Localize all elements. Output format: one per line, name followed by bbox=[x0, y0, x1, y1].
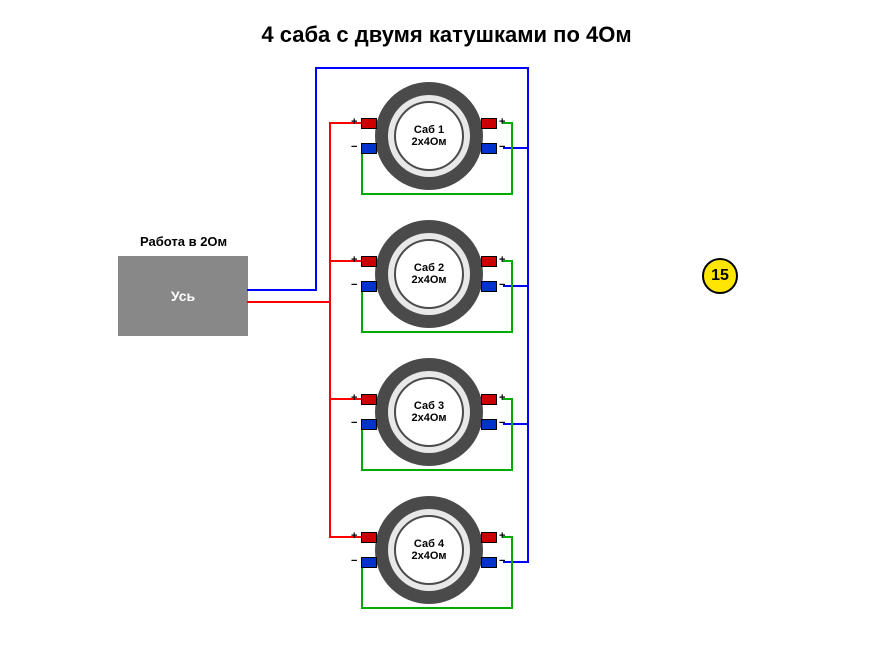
right-minus-terminal bbox=[481, 557, 497, 568]
left-plus-terminal bbox=[361, 256, 377, 267]
sub-impedance: 2x4Ом bbox=[411, 550, 446, 562]
right-minus-sign: − bbox=[499, 279, 505, 291]
left-plus-terminal bbox=[361, 118, 377, 129]
right-plus-terminal bbox=[481, 394, 497, 405]
badge-number: 15 bbox=[711, 267, 729, 285]
left-plus-terminal bbox=[361, 532, 377, 543]
right-minus-terminal bbox=[481, 419, 497, 430]
left-plus-terminal bbox=[361, 394, 377, 405]
right-minus-sign: − bbox=[499, 417, 505, 429]
right-minus-sign: − bbox=[499, 141, 505, 153]
right-plus-sign: + bbox=[499, 116, 505, 128]
amp-mode-label: Работа в 2Ом bbox=[140, 234, 227, 249]
left-minus-sign: − bbox=[351, 417, 357, 429]
left-minus-sign: − bbox=[351, 279, 357, 291]
amplifier-box-text: Усь bbox=[171, 288, 195, 304]
right-minus-terminal bbox=[481, 143, 497, 154]
subwoofer-4: Саб 42x4Ом+−+− bbox=[375, 496, 483, 604]
right-plus-sign: + bbox=[499, 530, 505, 542]
left-minus-terminal bbox=[361, 419, 377, 430]
sub-label: Саб 22x4Ом bbox=[411, 262, 446, 286]
right-minus-sign: − bbox=[499, 555, 505, 567]
left-minus-sign: − bbox=[351, 555, 357, 567]
right-plus-terminal bbox=[481, 532, 497, 543]
left-plus-sign: + bbox=[351, 116, 357, 128]
subwoofer-1: Саб 12x4Ом+−+− bbox=[375, 82, 483, 190]
sub-name: Саб 4 bbox=[414, 538, 444, 550]
sub-label: Саб 32x4Ом bbox=[411, 400, 446, 424]
sub-name: Саб 2 bbox=[414, 262, 444, 274]
left-minus-terminal bbox=[361, 143, 377, 154]
subwoofer-2: Саб 22x4Ом+−+− bbox=[375, 220, 483, 328]
diagram-number-badge: 15 bbox=[702, 258, 738, 294]
sub-impedance: 2x4Ом bbox=[411, 412, 446, 424]
sub-name: Саб 3 bbox=[414, 400, 444, 412]
sub-label: Саб 12x4Ом bbox=[411, 124, 446, 148]
left-minus-sign: − bbox=[351, 141, 357, 153]
sub-name: Саб 1 bbox=[414, 124, 444, 136]
diagram-canvas: 4 саба с двумя катушками по 4Ом Работа в… bbox=[0, 0, 893, 670]
amplifier-box: Усь bbox=[118, 256, 248, 336]
left-plus-sign: + bbox=[351, 254, 357, 266]
left-minus-terminal bbox=[361, 557, 377, 568]
diagram-title: 4 саба с двумя катушками по 4Ом bbox=[261, 22, 631, 48]
sub-impedance: 2x4Ом bbox=[411, 136, 446, 148]
right-minus-terminal bbox=[481, 281, 497, 292]
subwoofer-3: Саб 32x4Ом+−+− bbox=[375, 358, 483, 466]
sub-label: Саб 42x4Ом bbox=[411, 538, 446, 562]
right-plus-sign: + bbox=[499, 392, 505, 404]
left-plus-sign: + bbox=[351, 530, 357, 542]
right-plus-sign: + bbox=[499, 254, 505, 266]
right-plus-terminal bbox=[481, 256, 497, 267]
left-minus-terminal bbox=[361, 281, 377, 292]
left-plus-sign: + bbox=[351, 392, 357, 404]
sub-impedance: 2x4Ом bbox=[411, 274, 446, 286]
right-plus-terminal bbox=[481, 118, 497, 129]
